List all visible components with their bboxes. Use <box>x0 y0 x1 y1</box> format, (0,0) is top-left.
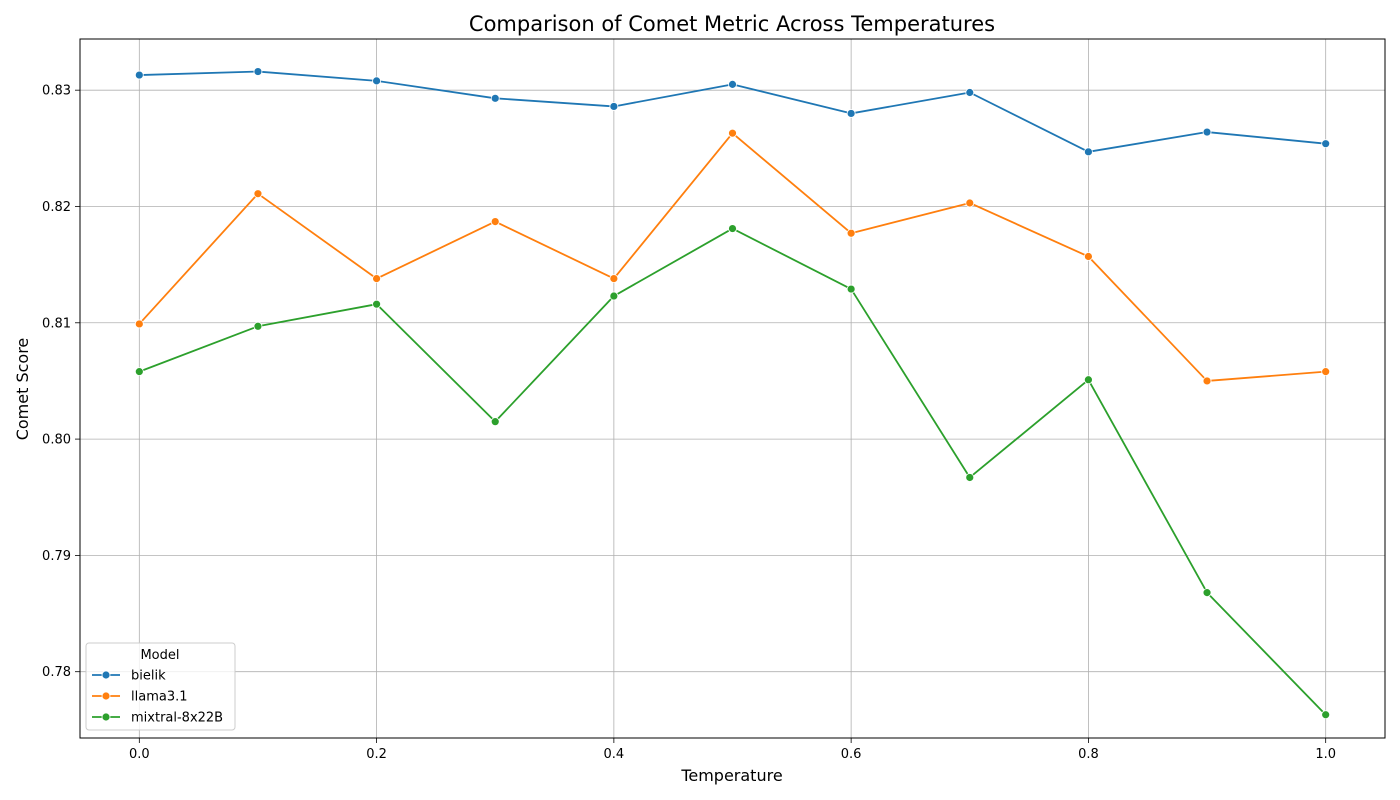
legend-swatch-marker <box>101 691 111 701</box>
legend: Model bielik llama3.1 mixtral-8x22B <box>85 642 236 731</box>
data-point <box>1084 252 1093 261</box>
data-point <box>965 88 975 97</box>
data-point <box>372 299 381 309</box>
data-point <box>134 319 144 329</box>
plot-frame <box>79 38 1386 739</box>
x-ticks: 0.0 0.2 0.4 0.6 0.8 1.0 <box>129 738 1336 762</box>
data-point <box>1084 375 1093 385</box>
x-tick-label: 0.2 <box>366 747 387 762</box>
y-axis-label: Comet Score <box>13 338 32 441</box>
data-point <box>846 109 856 118</box>
x-axis-label: Temperature <box>680 766 782 785</box>
data-point <box>609 291 619 301</box>
chart-title: Comparison of Comet Metric Across Temper… <box>469 12 995 36</box>
legend-label: llama3.1 <box>131 690 188 705</box>
legend-label: mixtral-8x22B <box>131 711 223 726</box>
data-point <box>965 473 975 482</box>
data-point <box>490 217 500 227</box>
series-llama3.1 <box>134 128 1331 386</box>
data-point <box>253 321 263 331</box>
series-bielik <box>134 67 1331 157</box>
data-point <box>609 274 619 283</box>
data-point <box>372 274 381 283</box>
y-tick-label: 0.83 <box>42 84 71 99</box>
data-point <box>728 224 737 233</box>
series-mixtral-8x22B <box>134 224 1331 720</box>
data-point <box>1202 127 1212 137</box>
data-point <box>1202 376 1212 386</box>
legend-swatch-marker <box>101 712 111 722</box>
data-point <box>253 189 263 199</box>
x-tick-label: 1.0 <box>1315 747 1336 762</box>
data-point <box>1202 588 1212 598</box>
y-tick-label: 0.82 <box>42 200 71 215</box>
data-point <box>609 102 619 111</box>
data-point <box>846 284 856 294</box>
legend-item: mixtral-8x22B <box>92 711 223 726</box>
data-point <box>1321 139 1331 149</box>
legend-label: bielik <box>131 669 166 684</box>
legend-swatch-marker <box>101 670 111 680</box>
legend-item: bielik <box>92 669 166 684</box>
x-tick-label: 0.6 <box>841 747 862 762</box>
series-layer <box>134 67 1331 720</box>
y-tick-label: 0.78 <box>42 665 71 680</box>
y-tick-label: 0.81 <box>42 316 71 331</box>
data-point <box>1321 710 1331 720</box>
data-point <box>134 70 144 80</box>
data-point <box>490 417 500 427</box>
data-point <box>490 93 500 103</box>
legend-box <box>85 642 236 731</box>
data-point <box>728 128 737 138</box>
series-line <box>138 227 1327 716</box>
x-tick-label: 0.0 <box>129 747 150 762</box>
legend-items: bielik llama3.1 mixtral-8x22B <box>92 669 223 726</box>
data-point <box>846 228 856 238</box>
data-point <box>965 198 975 208</box>
data-point <box>728 79 737 89</box>
x-tick-label: 0.4 <box>604 747 625 762</box>
data-point <box>253 67 263 76</box>
data-point <box>134 367 144 377</box>
data-point <box>372 76 381 86</box>
grid <box>80 39 1385 738</box>
x-tick-label: 0.8 <box>1078 747 1099 762</box>
legend-title: Model <box>140 648 179 663</box>
data-point <box>1084 147 1093 157</box>
y-tick-label: 0.80 <box>42 433 71 448</box>
y-tick-label: 0.79 <box>42 549 71 564</box>
legend-item: llama3.1 <box>92 690 188 705</box>
data-point <box>1321 367 1331 377</box>
series-line <box>138 132 1326 382</box>
y-ticks: 0.78 0.79 0.80 0.81 0.82 0.83 <box>42 84 80 680</box>
